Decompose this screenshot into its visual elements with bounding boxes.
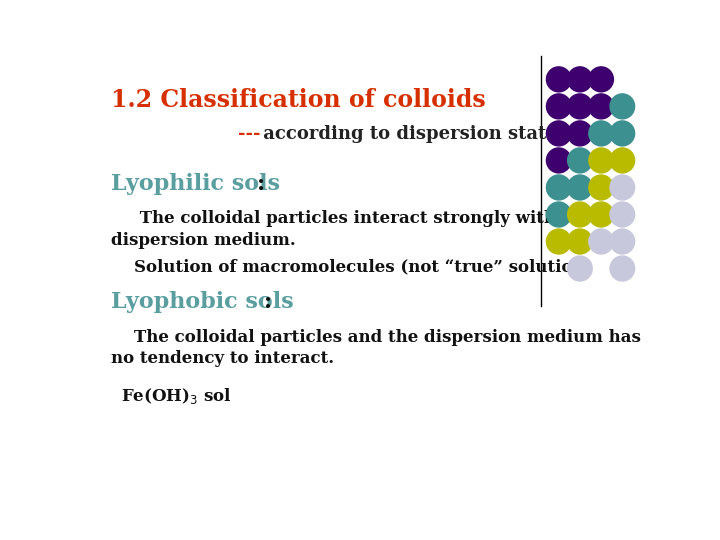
Text: :: : xyxy=(258,173,266,195)
Ellipse shape xyxy=(546,148,571,173)
Ellipse shape xyxy=(610,148,634,173)
Ellipse shape xyxy=(610,202,634,227)
Ellipse shape xyxy=(546,121,571,146)
Ellipse shape xyxy=(589,148,613,173)
Text: Lyophobic sols: Lyophobic sols xyxy=(111,292,294,313)
Ellipse shape xyxy=(589,121,613,146)
Ellipse shape xyxy=(546,202,571,227)
Text: The colloidal particles interact strongly with the: The colloidal particles interact strongl… xyxy=(111,210,593,227)
Text: Lyophilic sols: Lyophilic sols xyxy=(111,173,280,195)
Ellipse shape xyxy=(567,229,592,254)
Ellipse shape xyxy=(589,94,613,119)
Text: Fe(OH)$_3$ sol: Fe(OH)$_3$ sol xyxy=(121,386,231,406)
Text: 1.2 Classification of colloids: 1.2 Classification of colloids xyxy=(111,87,486,112)
Ellipse shape xyxy=(546,94,571,119)
Ellipse shape xyxy=(589,175,613,200)
Ellipse shape xyxy=(567,94,592,119)
Ellipse shape xyxy=(567,256,592,281)
Ellipse shape xyxy=(610,121,634,146)
Text: :: : xyxy=(264,292,272,313)
Ellipse shape xyxy=(546,67,571,92)
Ellipse shape xyxy=(589,67,613,92)
Text: according to dispersion state: according to dispersion state xyxy=(258,125,558,143)
Ellipse shape xyxy=(610,229,634,254)
Ellipse shape xyxy=(546,175,571,200)
Text: Solution of macromolecules (not “true” solution): Solution of macromolecules (not “true” s… xyxy=(111,258,593,275)
Text: The colloidal particles and the dispersion medium has: The colloidal particles and the dispersi… xyxy=(111,329,641,346)
Text: no tendency to interact.: no tendency to interact. xyxy=(111,350,334,367)
Ellipse shape xyxy=(567,202,592,227)
Ellipse shape xyxy=(567,67,592,92)
Ellipse shape xyxy=(546,229,571,254)
Ellipse shape xyxy=(567,175,592,200)
Ellipse shape xyxy=(610,94,634,119)
Text: dispersion medium.: dispersion medium. xyxy=(111,232,296,249)
Ellipse shape xyxy=(567,148,592,173)
Ellipse shape xyxy=(589,229,613,254)
Ellipse shape xyxy=(610,256,634,281)
Ellipse shape xyxy=(610,175,634,200)
Text: ---: --- xyxy=(238,125,261,143)
Ellipse shape xyxy=(589,202,613,227)
Ellipse shape xyxy=(567,121,592,146)
